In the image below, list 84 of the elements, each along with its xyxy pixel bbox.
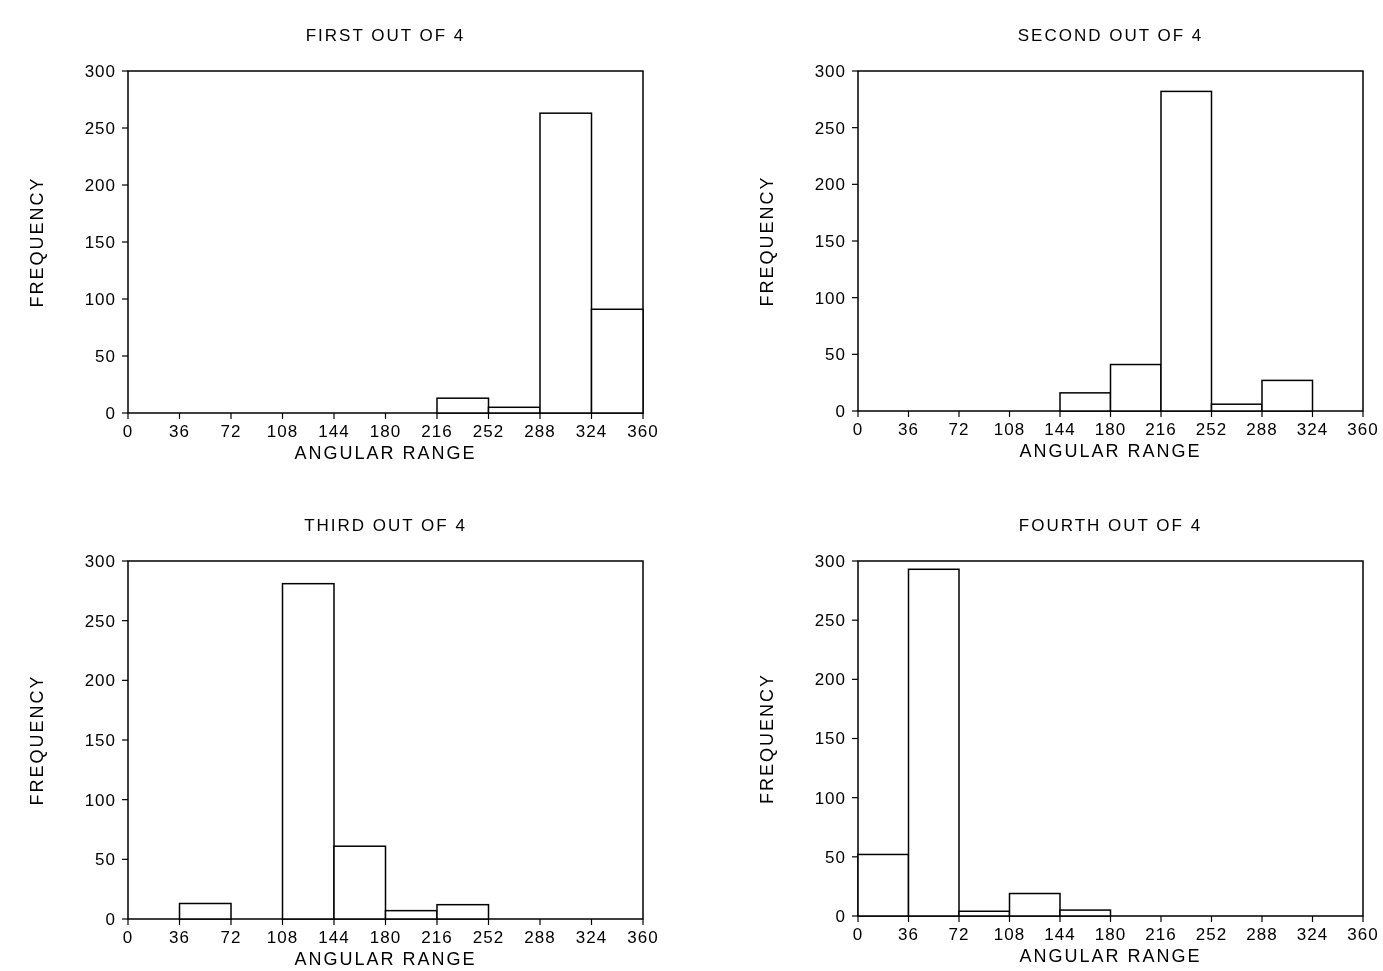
x-tick-label: 216: [1145, 420, 1177, 439]
x-tick-label: 0: [852, 925, 864, 944]
y-tick-label: 200: [814, 175, 846, 195]
y-tick-label: 200: [814, 670, 846, 690]
y-tick-label: 250: [84, 118, 116, 138]
x-tick-label: 252: [1195, 420, 1228, 439]
x-tick-label: 144: [318, 928, 350, 947]
y-tick-label: 100: [84, 790, 116, 810]
x-tick-label: 36: [898, 420, 919, 439]
y-tick-label: 0: [835, 906, 846, 926]
y-tick-label: 250: [814, 118, 846, 138]
y-tick-label: 100: [814, 788, 846, 808]
y-tick-label: 150: [814, 231, 846, 251]
y-tick-label: 150: [84, 232, 116, 252]
x-tick-label: 216: [421, 928, 453, 947]
x-axis-title: ANGULAR RANGE: [1019, 946, 1202, 966]
x-tick-label: 288: [524, 422, 556, 441]
x-tick-label: 144: [1044, 420, 1076, 439]
x-tick-label: 288: [524, 928, 556, 947]
x-tick-label: 252: [472, 422, 505, 441]
x-tick-label: 36: [898, 925, 919, 944]
x-tick-label: 180: [369, 928, 402, 947]
x-tick-label: 180: [1094, 925, 1127, 944]
x-tick-label: 144: [318, 422, 350, 441]
x-tick-label: 72: [220, 928, 242, 947]
y-tick-label: 50: [825, 345, 846, 365]
y-tick-label: 250: [814, 611, 846, 631]
x-tick-label: 108: [266, 422, 299, 441]
chart-title: FOURTH OUT OF 4: [1018, 516, 1203, 535]
y-tick-label: 300: [84, 551, 116, 571]
x-tick-label: 252: [1195, 925, 1228, 944]
x-tick-label: 180: [369, 422, 402, 441]
x-tick-label: 288: [1246, 925, 1278, 944]
y-tick-label: 100: [84, 289, 116, 309]
x-tick-label: 108: [993, 420, 1026, 439]
x-axis-title: ANGULAR RANGE: [1019, 441, 1202, 461]
x-tick-label: 216: [421, 422, 453, 441]
x-tick-label: 36: [169, 422, 190, 441]
x-tick-label: 360: [627, 928, 659, 947]
x-tick-label: 324: [575, 422, 608, 441]
y-tick-label: 200: [84, 175, 116, 195]
y-tick-label: 200: [84, 671, 116, 691]
x-tick-label: 108: [993, 925, 1026, 944]
y-tick-label: 0: [105, 403, 116, 423]
y-tick-label: 150: [814, 729, 846, 749]
x-tick-label: 252: [472, 928, 505, 947]
y-axis-title: FREQUENCY: [27, 176, 47, 308]
x-tick-label: 216: [1145, 925, 1177, 944]
x-tick-label: 108: [266, 928, 299, 947]
y-tick-label: 100: [814, 288, 846, 308]
y-axis-title: FREQUENCY: [27, 674, 47, 806]
x-tick-label: 288: [1246, 420, 1278, 439]
chart-title: FIRST OUT OF 4: [305, 26, 466, 45]
x-tick-label: 72: [220, 422, 242, 441]
chart-title: THIRD OUT OF 4: [304, 516, 467, 535]
x-tick-label: 360: [1347, 925, 1379, 944]
y-tick-label: 300: [84, 61, 116, 81]
y-tick-label: 0: [835, 401, 846, 421]
y-tick-label: 50: [95, 346, 116, 366]
y-tick-label: 250: [84, 611, 116, 631]
x-tick-label: 324: [1296, 925, 1329, 944]
x-tick-label: 324: [1296, 420, 1329, 439]
x-axis-title: ANGULAR RANGE: [294, 949, 477, 969]
x-tick-label: 36: [169, 928, 190, 947]
x-tick-label: 0: [852, 420, 864, 439]
y-axis-title: FREQUENCY: [757, 175, 777, 307]
x-tick-label: 180: [1094, 420, 1127, 439]
y-axis-title: FREQUENCY: [757, 672, 777, 805]
y-tick-label: 300: [814, 551, 846, 571]
x-tick-label: 360: [1347, 420, 1379, 439]
y-tick-label: 50: [95, 850, 116, 870]
x-tick-label: 0: [122, 928, 134, 947]
x-tick-label: 0: [122, 422, 134, 441]
y-tick-label: 50: [825, 847, 846, 867]
x-axis-title: ANGULAR RANGE: [294, 443, 477, 463]
y-tick-label: 0: [105, 909, 116, 929]
chart-title: SECOND OUT OF 4: [1017, 26, 1204, 45]
y-tick-label: 150: [84, 730, 116, 750]
x-tick-label: 324: [575, 928, 608, 947]
x-tick-label: 72: [948, 925, 970, 944]
x-tick-label: 360: [627, 422, 659, 441]
x-tick-label: 144: [1044, 925, 1076, 944]
x-tick-label: 72: [948, 420, 970, 439]
y-tick-label: 300: [814, 61, 846, 81]
